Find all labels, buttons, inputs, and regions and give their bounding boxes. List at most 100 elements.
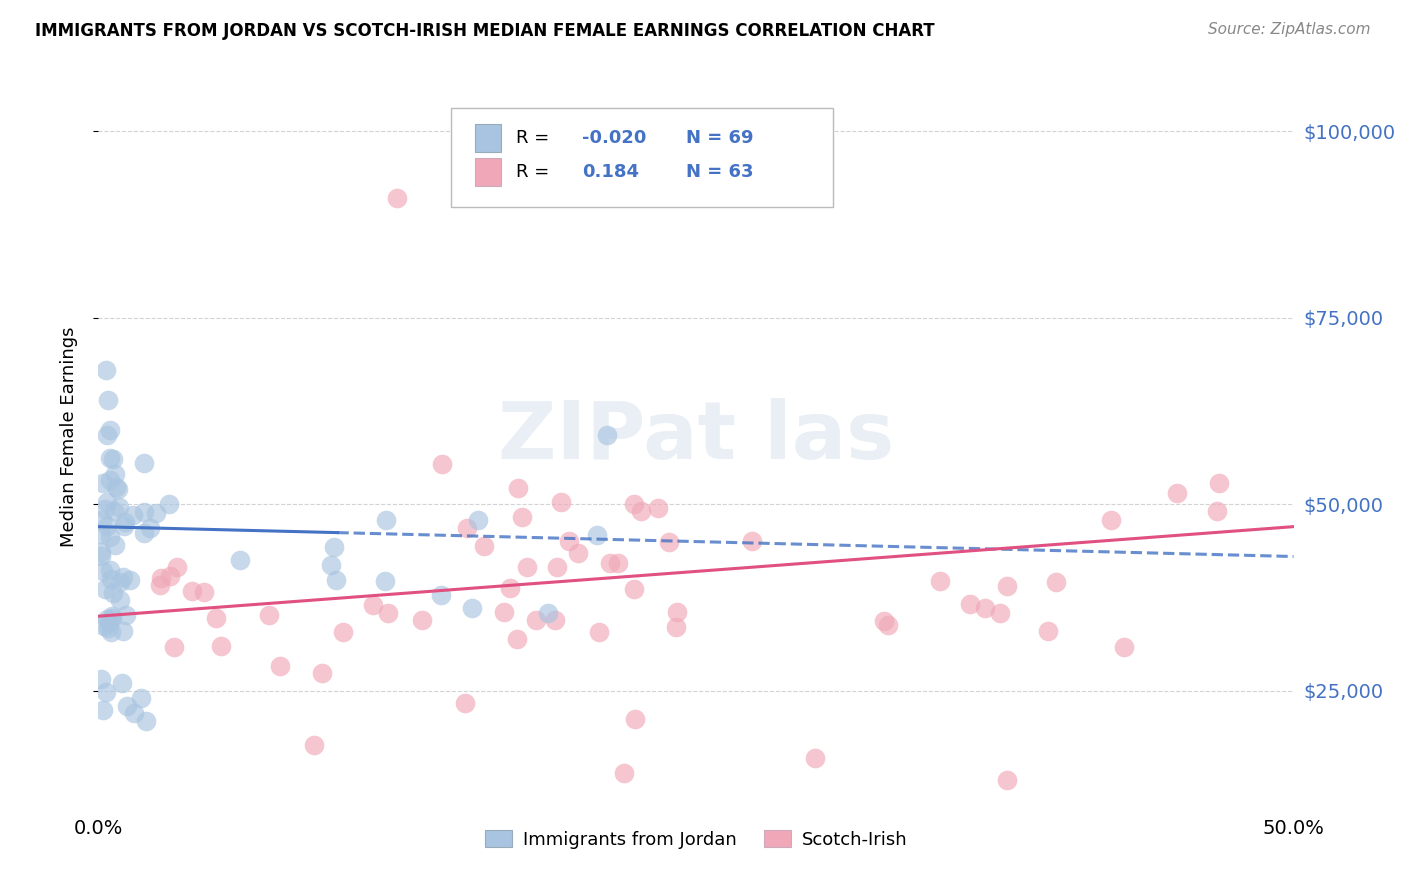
Point <box>100 624 122 639</box>
Point <box>499 582 522 596</box>
Point <box>124 706 146 721</box>
Point <box>108 574 131 589</box>
Point <box>111 676 134 690</box>
Point <box>959 597 981 611</box>
Point <box>181 583 204 598</box>
Point <box>1166 485 1188 500</box>
Point <box>111 570 134 584</box>
Text: IMMIGRANTS FROM JORDAN VS SCOTCH-IRISH MEDIAN FEMALE EARNINGS CORRELATION CHART: IMMIGRANTS FROM JORDAN VS SCOTCH-IRISH M… <box>35 22 935 40</box>
Point <box>804 751 827 765</box>
Point <box>114 515 136 529</box>
Point <box>332 624 354 639</box>
Point <box>229 553 252 567</box>
Point <box>1099 513 1122 527</box>
Point <box>96 494 118 508</box>
Point <box>1208 476 1230 491</box>
FancyBboxPatch shape <box>475 124 501 152</box>
Point <box>647 501 669 516</box>
Point <box>103 504 125 518</box>
Point <box>599 556 621 570</box>
Point <box>96 427 118 442</box>
Point <box>104 538 127 552</box>
Point <box>122 508 145 523</box>
Point <box>100 530 122 544</box>
Point <box>93 619 115 633</box>
Point <box>588 625 610 640</box>
Point <box>492 605 515 619</box>
Point <box>90 527 112 541</box>
Point <box>166 559 188 574</box>
Point <box>928 574 950 588</box>
Point <box>134 505 156 519</box>
Point <box>100 611 122 625</box>
Text: R =: R = <box>516 129 548 147</box>
Point <box>93 582 115 596</box>
Point <box>159 569 181 583</box>
Point <box>585 527 607 541</box>
Point <box>325 573 347 587</box>
Point <box>537 606 560 620</box>
Point <box>624 712 647 726</box>
Point <box>112 519 135 533</box>
Point <box>377 606 399 620</box>
Point <box>988 606 1011 620</box>
Point <box>550 495 572 509</box>
Point <box>101 586 124 600</box>
Point <box>374 574 396 588</box>
Point <box>104 467 127 482</box>
Point <box>995 773 1018 788</box>
Point <box>411 613 433 627</box>
Point <box>374 513 396 527</box>
Point <box>163 640 186 655</box>
Point <box>96 612 118 626</box>
Point <box>205 611 228 625</box>
Point <box>516 559 538 574</box>
Point <box>97 392 120 407</box>
Point <box>107 483 129 497</box>
Point <box>98 473 121 487</box>
Point <box>115 608 138 623</box>
Legend: Immigrants from Jordan, Scotch-Irish: Immigrants from Jordan, Scotch-Irish <box>478 822 914 856</box>
Point <box>666 605 689 619</box>
Point <box>323 540 346 554</box>
Point <box>115 698 138 713</box>
Point <box>209 639 232 653</box>
Point <box>94 501 117 516</box>
Point <box>149 578 172 592</box>
Point <box>467 513 489 527</box>
Point <box>311 665 333 680</box>
Point <box>97 621 120 635</box>
Point <box>193 584 215 599</box>
Point <box>461 600 484 615</box>
Point <box>595 428 617 442</box>
Point <box>91 475 114 490</box>
Point <box>877 618 900 632</box>
Point <box>567 546 589 560</box>
Point <box>90 672 112 686</box>
Point <box>665 620 688 634</box>
Y-axis label: Median Female Earnings: Median Female Earnings <box>59 326 77 548</box>
Point <box>97 615 120 629</box>
Point <box>91 513 114 527</box>
Text: -0.020: -0.020 <box>582 129 647 147</box>
Point <box>98 563 121 577</box>
Point <box>108 593 131 607</box>
Point <box>319 558 342 572</box>
Text: 0.184: 0.184 <box>582 163 640 181</box>
Point <box>973 601 995 615</box>
Point <box>995 579 1018 593</box>
Point <box>546 560 568 574</box>
Point <box>506 481 529 495</box>
Point <box>100 573 122 587</box>
Point <box>1205 504 1227 518</box>
Point <box>131 691 153 706</box>
Point <box>658 535 681 549</box>
Point <box>456 520 478 534</box>
Point <box>302 738 325 752</box>
Point <box>524 614 547 628</box>
Point <box>429 589 451 603</box>
Point <box>510 509 533 524</box>
Point <box>91 703 114 717</box>
Point <box>544 613 567 627</box>
Point <box>454 696 477 710</box>
